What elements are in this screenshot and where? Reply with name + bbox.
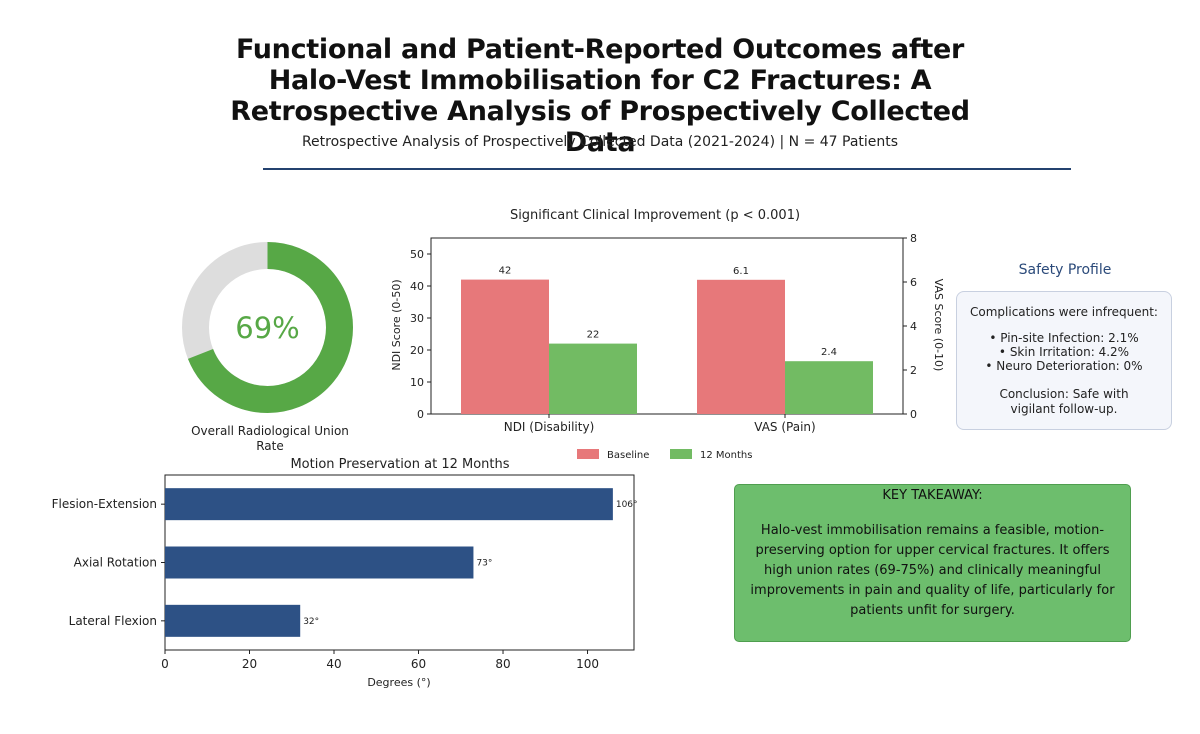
y-tick-label-left: 10	[410, 376, 424, 389]
safety-profile-box: Complications were infrequent: • Pin-sit…	[956, 291, 1172, 430]
key-takeaway-box: KEY TAKEAWAY: Halo-vest immobilisation r…	[734, 484, 1131, 642]
bar-value-label: 42	[499, 266, 512, 277]
y-tick-label: Flesion-Extension	[52, 497, 157, 511]
motion-bar-value-label: 32°	[303, 617, 319, 627]
y-tick-label-right: 6	[910, 276, 917, 289]
x-tick-label: 100	[576, 657, 599, 671]
x-tick-label: 20	[242, 657, 257, 671]
motion-bar	[165, 604, 301, 637]
union-rate-donut: 69%	[180, 240, 355, 415]
page-title: Functional and Patient-Reported Outcomes…	[230, 34, 970, 158]
complication-item: • Neuro Deterioration: 0%	[985, 359, 1143, 373]
x-tick-label: 0	[161, 657, 169, 671]
motion-x-axis-label: Degrees (°)	[367, 676, 430, 689]
bar-baseline	[697, 279, 785, 414]
legend-label: 12 Months	[700, 450, 752, 461]
key-takeaway-heading: KEY TAKEAWAY:	[882, 488, 983, 503]
key-takeaway-body: Halo-vest immobilisation remains a feasi…	[750, 523, 1115, 618]
y-tick-label-left: 0	[417, 408, 424, 421]
bar-baseline	[461, 279, 549, 414]
complication-list: • Pin-site Infection: 2.1% • Skin Irrita…	[957, 331, 1171, 373]
y-tick-label-left: 40	[410, 280, 424, 293]
motion-bar	[165, 488, 613, 521]
donut-center-value: 69%	[235, 311, 299, 345]
motion-bar	[165, 546, 474, 579]
bar-value-label: 22	[587, 330, 600, 341]
motion-preservation-chart: Motion Preservation at 12 Months 0 20 40 60…	[52, 457, 638, 689]
y-tick-label-right: 2	[910, 364, 917, 377]
x-tick-label: 60	[411, 657, 426, 671]
x-tick-label: VAS (Pain)	[754, 420, 815, 434]
motion-bar-value-label: 106°	[616, 500, 638, 510]
y-tick-label: Lateral Flexion	[69, 614, 157, 628]
complication-item: • Skin Irritation: 4.2%	[998, 345, 1130, 359]
bar-12-months	[785, 361, 873, 414]
motion-bar-value-label: 73°	[476, 559, 492, 569]
y-tick-label-left: 30	[410, 312, 424, 325]
union-rate-label: Overall Radiological Union Rate	[191, 424, 349, 453]
legend-swatch	[670, 449, 692, 459]
bar-12-months	[549, 343, 637, 414]
x-tick-label: 80	[495, 657, 510, 671]
page-subtitle: Retrospective Analysis of Prospectively …	[301, 134, 899, 150]
safety-intro: Complications were infrequent:	[970, 305, 1158, 319]
vas-axis-label: VAS Score (0-10)	[932, 279, 945, 372]
x-tick-label: NDI (Disability)	[504, 420, 595, 434]
y-tick-label-right: 4	[910, 320, 917, 333]
motion-preservation-title: Motion Preservation at 12 Months	[290, 457, 509, 472]
bar-value-label: 6.1	[733, 266, 749, 277]
safety-profile-title: Safety Profile	[1018, 262, 1112, 278]
complication-item: • Pin-site Infection: 2.1%	[989, 331, 1139, 345]
y-tick-label-left: 50	[410, 248, 424, 261]
y-tick-label-left: 20	[410, 344, 424, 357]
donut-arc	[182, 242, 353, 413]
y-tick-label-right: 8	[910, 232, 917, 245]
legend-swatch	[577, 449, 599, 459]
bar-value-label: 2.4	[821, 347, 837, 358]
x-tick-label: 40	[326, 657, 341, 671]
safety-conclusion: Conclusion: Safe with vigilant follow-up…	[999, 387, 1129, 416]
y-tick-label-right: 0	[910, 408, 917, 421]
legend-label: Baseline	[607, 450, 649, 461]
union-rate-donut-svg: 69%	[182, 242, 353, 413]
y-tick-label: Axial Rotation	[74, 556, 157, 570]
clinical-improvement-title: Significant Clinical Improvement (p < 0.…	[510, 208, 800, 223]
clinical-improvement-chart: Significant Clinical Improvement (p < 0.…	[390, 208, 945, 461]
title-divider	[263, 168, 1071, 170]
ndi-axis-label: NDI Score (0-50)	[390, 279, 403, 370]
